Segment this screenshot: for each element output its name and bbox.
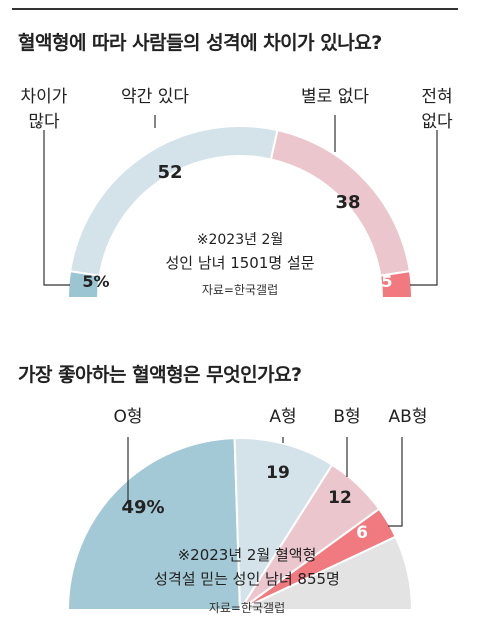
chart1-value-label-1: 52 xyxy=(157,162,182,183)
chart2-leader-3 xyxy=(388,437,403,527)
chart1-category-label-3-0: 전혀 xyxy=(421,87,452,107)
chart2-note-line-0: ※2023년 2월 혈액형 xyxy=(178,546,317,564)
chart1-value-label-0: 5% xyxy=(82,272,109,291)
chart2-value-label-1: 19 xyxy=(266,463,290,483)
chart2-note-line-1: 성격설 믿는 성인 남녀 855명 xyxy=(154,570,340,588)
chart1-category-label-2-0: 별로 없다 xyxy=(301,87,369,107)
chart2-slice-0 xyxy=(66,437,242,611)
chart2-category-label-0-0: O형 xyxy=(113,407,142,427)
chart1-note-line-1: 성인 남녀 1501명 설문 xyxy=(165,254,314,272)
chart2-value-label-2: 12 xyxy=(328,488,352,508)
chart2-value-label-3: 6 xyxy=(356,523,368,543)
chart1-value-label-2: 38 xyxy=(335,192,360,213)
chart2-category-label-1-0: A형 xyxy=(269,407,296,427)
chart2-slice-1 xyxy=(233,437,334,614)
chart1-value-label-3: 5 xyxy=(381,272,392,291)
chart1-category-label-0-1: 많다 xyxy=(28,112,60,132)
chart2-category-label-2-0: B형 xyxy=(333,407,360,427)
chart2-slice-4 xyxy=(239,535,414,611)
chart1-title: 혈액형에 따라 사람들의 성격에 차이가 있나요? xyxy=(18,32,382,54)
top-rule xyxy=(12,8,458,10)
chart2-title: 가장 좋아하는 혈액형은 무엇인가요? xyxy=(18,364,302,386)
chart2-value-label-0: 49% xyxy=(121,497,164,518)
chart1-note-line-0: ※2023년 2월 xyxy=(197,232,283,248)
chart1-slice-3 xyxy=(379,269,414,299)
chart2-source: 자료=한국갤럽 xyxy=(209,601,285,615)
chart1-leader-0 xyxy=(43,130,70,286)
chart1-category-label-0-0: 차이가 xyxy=(21,87,68,107)
chart1-source: 자료=한국갤럽 xyxy=(202,283,278,297)
chart1-leader-3 xyxy=(410,130,438,286)
chart1-category-label-3-1: 없다 xyxy=(421,112,453,132)
chart2-baseline-mask xyxy=(0,610,480,630)
chart1-category-label-1-0: 약간 있다 xyxy=(121,87,189,107)
chart2-category-label-3-0: AB형 xyxy=(389,407,428,427)
